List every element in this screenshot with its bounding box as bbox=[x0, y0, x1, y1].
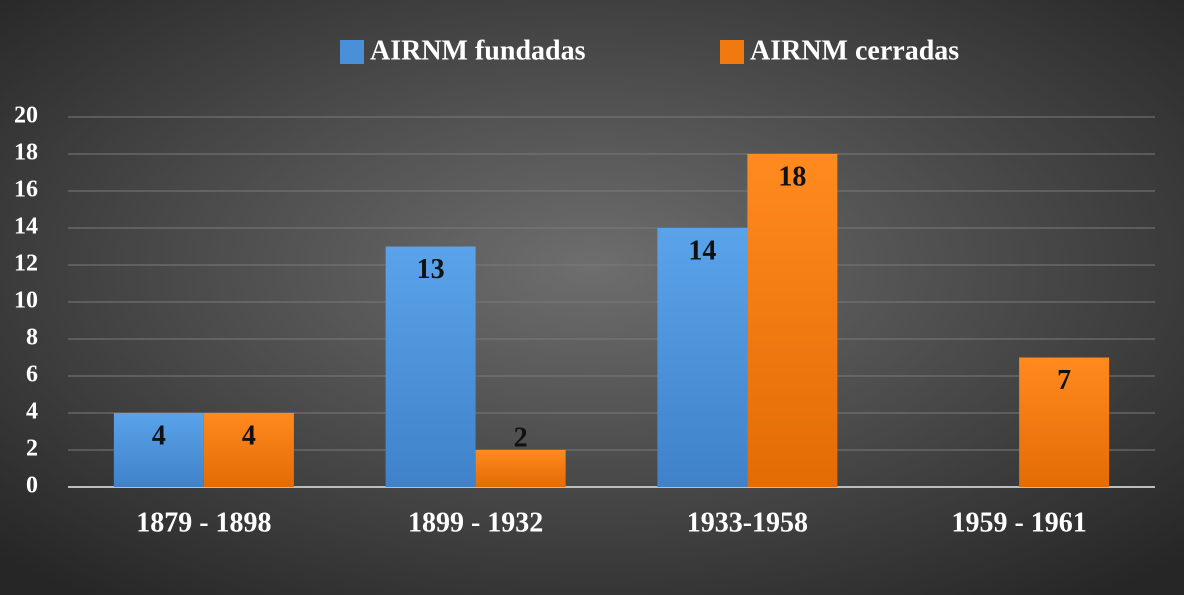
legend-swatch bbox=[720, 40, 744, 64]
y-tick-label: 18 bbox=[14, 140, 38, 166]
y-tick-label: 14 bbox=[14, 214, 38, 240]
x-tick-label: 1933-1958 bbox=[687, 507, 808, 538]
bar bbox=[747, 154, 838, 487]
data-label: 14 bbox=[688, 235, 716, 266]
bar bbox=[475, 450, 566, 487]
bar bbox=[1019, 357, 1110, 487]
legend-label: AIRNM fundadas bbox=[370, 35, 586, 66]
data-label: 18 bbox=[778, 161, 806, 192]
data-label: 2 bbox=[514, 422, 528, 453]
data-label: 4 bbox=[152, 420, 166, 451]
y-tick-label: 0 bbox=[26, 473, 38, 499]
x-tick-label: 1879 - 1898 bbox=[136, 507, 271, 538]
data-label: 4 bbox=[242, 420, 256, 451]
legend-swatch bbox=[340, 40, 364, 64]
legend-label: AIRNM cerradas bbox=[750, 35, 959, 66]
data-label: 7 bbox=[1057, 365, 1071, 396]
y-tick-label: 10 bbox=[14, 288, 38, 314]
bar bbox=[203, 413, 294, 487]
y-tick-label: 12 bbox=[14, 251, 38, 277]
y-tick-label: 20 bbox=[14, 103, 38, 129]
x-tick-label: 1959 - 1961 bbox=[951, 507, 1086, 538]
y-tick-label: 8 bbox=[26, 325, 38, 351]
bar bbox=[385, 246, 476, 487]
bar bbox=[657, 228, 748, 487]
y-tick-label: 4 bbox=[26, 399, 38, 425]
x-tick-label: 1899 - 1932 bbox=[408, 507, 543, 538]
data-label: 13 bbox=[417, 254, 445, 285]
y-tick-label: 6 bbox=[26, 362, 38, 388]
y-tick-label: 2 bbox=[26, 436, 38, 462]
y-tick-label: 16 bbox=[14, 177, 38, 203]
bar bbox=[113, 413, 204, 487]
